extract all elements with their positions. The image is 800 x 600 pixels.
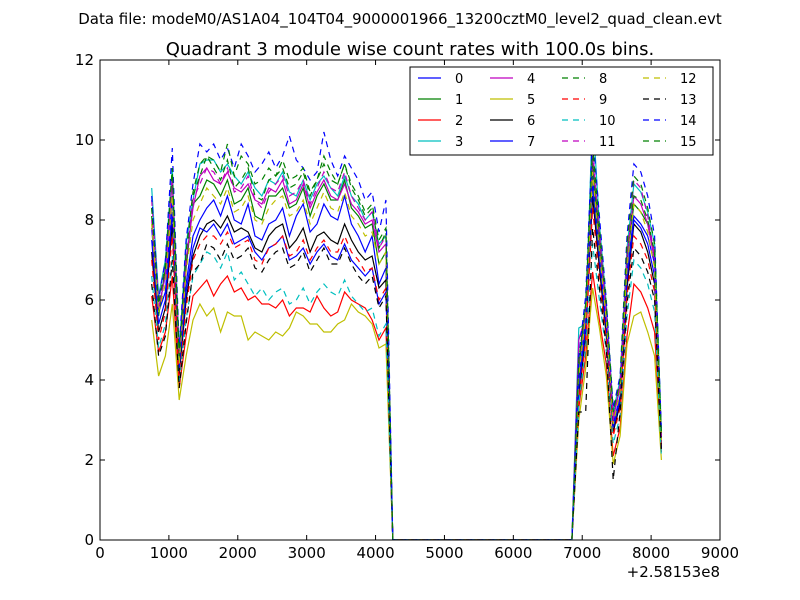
series-line-8 — [151, 154, 662, 540]
legend-label-9: 9 — [599, 93, 607, 108]
x-tick-label: 3000 — [288, 544, 326, 562]
legend-label-13: 13 — [680, 93, 697, 108]
x-tick-label: 5000 — [425, 544, 463, 562]
y-tick-label: 2 — [84, 451, 94, 469]
y-tick-label: 4 — [84, 371, 94, 389]
legend-label-15: 15 — [680, 135, 697, 150]
y-tick-label: 0 — [84, 531, 94, 549]
legend-label-3: 3 — [455, 135, 463, 150]
legend-label-5: 5 — [527, 93, 535, 108]
chart-title: Quadrant 3 module wise count rates with … — [166, 39, 655, 60]
y-tick-label: 8 — [84, 211, 94, 229]
legend-label-0: 0 — [455, 72, 463, 87]
legend-label-1: 1 — [455, 93, 463, 108]
x-tick-label: 9000 — [701, 544, 739, 562]
x-tick-label: 4000 — [356, 544, 394, 562]
x-offset-label: +2.58153e8 — [627, 563, 720, 581]
x-tick-label: 2000 — [219, 544, 257, 562]
y-tick-label: 12 — [75, 51, 94, 69]
legend-label-11: 11 — [599, 135, 616, 150]
legend-label-7: 7 — [527, 135, 535, 150]
x-tick-label: 0 — [95, 544, 105, 562]
legend-label-6: 6 — [527, 114, 535, 129]
series-line-13 — [151, 227, 662, 540]
x-tick-label: 1000 — [150, 544, 188, 562]
x-tick-label: 6000 — [494, 544, 532, 562]
legend-label-4: 4 — [527, 72, 535, 87]
x-tick-label: 7000 — [563, 544, 601, 562]
legend-label-2: 2 — [455, 114, 463, 129]
series-line-12 — [151, 171, 662, 540]
legend-label-8: 8 — [599, 72, 607, 87]
series-layer — [151, 111, 662, 540]
y-tick-label: 6 — [84, 291, 94, 309]
y-tick-label: 10 — [75, 131, 94, 149]
x-tick-label: 8000 — [632, 544, 670, 562]
legend-frame — [409, 66, 714, 156]
suptitle: Data file: modeM0/AS1A04_104T04_90000019… — [78, 10, 722, 29]
legend-label-10: 10 — [599, 114, 616, 129]
series-line-15 — [151, 143, 662, 540]
x-axis: 0 1000 2000 3000 4000 5000 6000 7000 8000 9000 — [95, 60, 739, 562]
series-line-5 — [151, 287, 662, 540]
legend-label-12: 12 — [680, 72, 697, 87]
legend-label-14: 14 — [680, 114, 697, 129]
